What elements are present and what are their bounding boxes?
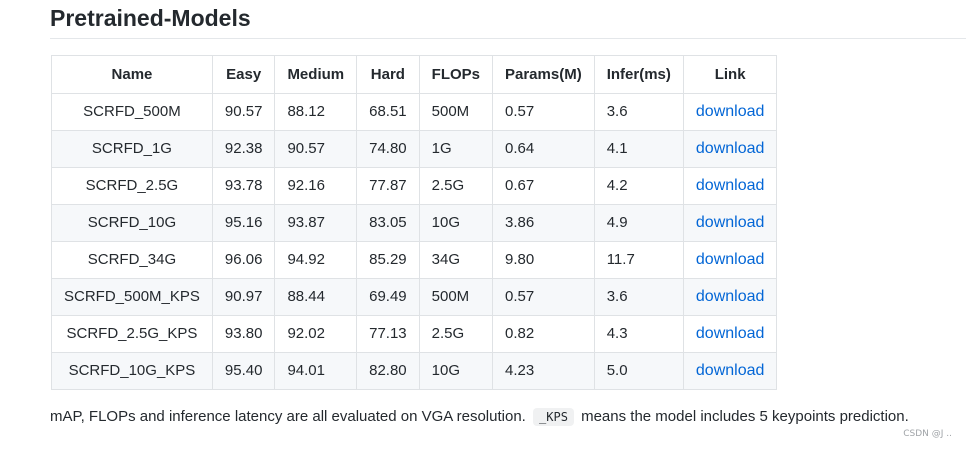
link-anchor-icon[interactable] [28,10,42,24]
header-easy: Easy [211,55,276,94]
cell-name: SCRFD_2.5G [51,167,213,205]
cell-name: SCRFD_2.5G_KPS [51,315,213,353]
table-row: SCRFD_500M 90.57 88.12 68.51 500M 0.57 3… [51,93,778,131]
cell-easy: 93.78 [211,167,276,205]
header-params: Params(M) [492,55,595,94]
cell-medium: 88.12 [274,93,358,131]
cell-hard: 82.80 [356,352,420,390]
table-row: SCRFD_10G_KPS 95.40 94.01 82.80 10G 4.23… [51,352,778,390]
download-link[interactable]: download [695,362,765,379]
cell-params: 3.86 [492,204,595,242]
cell-link: download [682,204,778,242]
download-link[interactable]: download [695,325,765,342]
cell-name: SCRFD_10G_KPS [51,352,213,390]
header-infer: Infer(ms) [593,55,684,94]
table-row: SCRFD_34G 96.06 94.92 85.29 34G 9.80 11.… [51,241,778,279]
cell-easy: 92.38 [211,130,276,168]
cell-hard: 85.29 [356,241,420,279]
evaluation-note: mAP, FLOPs and inference latency are all… [50,406,909,428]
note-text-suffix: means the model includes 5 keypoints pre… [581,408,909,425]
header-link: Link [682,55,778,94]
table-row: SCRFD_1G 92.38 90.57 74.80 1G 0.64 4.1 d… [51,130,778,168]
cell-easy: 95.40 [211,352,276,390]
page-title: Pretrained-Models [50,5,251,31]
cell-infer: 4.3 [593,315,684,353]
cell-link: download [682,315,778,353]
cell-hard: 68.51 [356,93,420,131]
cell-medium: 93.87 [274,204,358,242]
cell-flops: 10G [418,204,494,242]
cell-params: 0.57 [492,278,595,316]
cell-params: 0.67 [492,167,595,205]
note-text: mAP, FLOPs and inference latency are all… [50,408,526,425]
table-row: SCRFD_10G 95.16 93.87 83.05 10G 3.86 4.9… [51,204,778,242]
cell-infer: 11.7 [593,241,684,279]
cell-flops: 2.5G [418,167,494,205]
cell-medium: 92.02 [274,315,358,353]
cell-params: 0.82 [492,315,595,353]
table-row: SCRFD_2.5G 93.78 92.16 77.87 2.5G 0.67 4… [51,167,778,205]
cell-infer: 3.6 [593,278,684,316]
header-flops: FLOPs [418,55,494,94]
cell-easy: 95.16 [211,204,276,242]
cell-infer: 4.2 [593,167,684,205]
cell-medium: 90.57 [274,130,358,168]
cell-flops: 34G [418,241,494,279]
cell-flops: 1G [418,130,494,168]
cell-flops: 2.5G [418,315,494,353]
cell-easy: 90.57 [211,93,276,131]
cell-hard: 74.80 [356,130,420,168]
cell-link: download [682,278,778,316]
watermark: CSDN @J .. [903,429,952,439]
cell-infer: 4.9 [593,204,684,242]
download-link[interactable]: download [695,214,765,231]
header-hard: Hard [356,55,420,94]
cell-flops: 500M [418,278,494,316]
cell-params: 4.23 [492,352,595,390]
cell-link: download [682,352,778,390]
download-link[interactable]: download [695,251,765,268]
cell-easy: 90.97 [211,278,276,316]
cell-easy: 96.06 [211,241,276,279]
cell-medium: 94.92 [274,241,358,279]
cell-name: SCRFD_10G [51,204,213,242]
cell-link: download [682,93,778,131]
cell-medium: 94.01 [274,352,358,390]
header-medium: Medium [274,55,358,94]
pretrained-models-table: Name Easy Medium Hard FLOPs Params(M) In… [51,55,778,390]
cell-easy: 93.80 [211,315,276,353]
cell-medium: 92.16 [274,167,358,205]
cell-hard: 77.87 [356,167,420,205]
cell-flops: 500M [418,93,494,131]
cell-params: 0.57 [492,93,595,131]
cell-infer: 3.6 [593,93,684,131]
cell-params: 0.64 [492,130,595,168]
cell-params: 9.80 [492,241,595,279]
cell-hard: 77.13 [356,315,420,353]
cell-name: SCRFD_1G [51,130,213,168]
section-heading: Pretrained-Models [50,4,966,39]
cell-hard: 69.49 [356,278,420,316]
download-link[interactable]: download [695,288,765,305]
cell-link: download [682,167,778,205]
cell-infer: 4.1 [593,130,684,168]
cell-infer: 5.0 [593,352,684,390]
kps-code: _KPS [533,408,574,426]
cell-hard: 83.05 [356,204,420,242]
table-row: SCRFD_2.5G_KPS 93.80 92.02 77.13 2.5G 0.… [51,315,778,353]
cell-name: SCRFD_500M_KPS [51,278,213,316]
cell-flops: 10G [418,352,494,390]
cell-name: SCRFD_34G [51,241,213,279]
table-header-row: Name Easy Medium Hard FLOPs Params(M) In… [51,55,778,94]
download-link[interactable]: download [695,103,765,120]
cell-name: SCRFD_500M [51,93,213,131]
header-name: Name [51,55,213,94]
cell-link: download [682,241,778,279]
cell-medium: 88.44 [274,278,358,316]
download-link[interactable]: download [695,140,765,157]
table-row: SCRFD_500M_KPS 90.97 88.44 69.49 500M 0.… [51,278,778,316]
cell-link: download [682,130,778,168]
download-link[interactable]: download [695,177,765,194]
